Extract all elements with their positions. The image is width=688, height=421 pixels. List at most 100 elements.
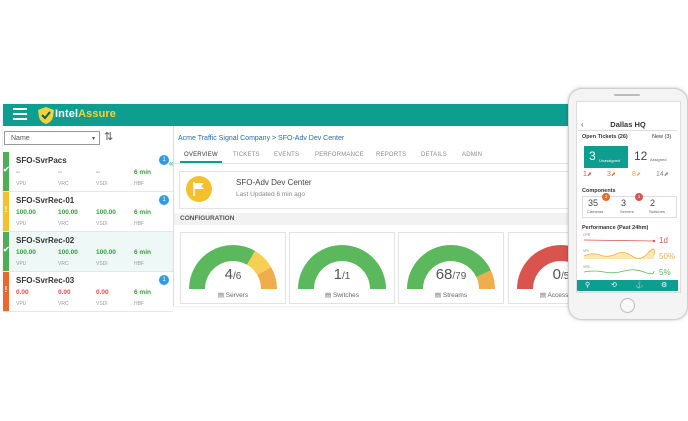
sitemap-icon[interactable]: ⚓	[635, 282, 644, 289]
performance-sparklines	[583, 239, 656, 275]
assigned-count[interactable]: 12	[634, 149, 648, 163]
gauge-card-switches[interactable]: 1/1 ▤ Switches	[289, 232, 395, 304]
metric-value: --	[16, 169, 21, 176]
metric-label: VSDI	[96, 301, 108, 307]
breadcrumb[interactable]: Acme Traffic Signal Company > SFO-Adv De…	[178, 135, 345, 142]
priority-count[interactable]: 1⬈	[583, 171, 592, 178]
priority-number: 14	[656, 171, 664, 178]
server-list-item[interactable]: ! SFO-SvrRec-01 1 100.00 100.00 100.00 6 min VP…	[3, 192, 173, 232]
metric-value: 100.00	[16, 249, 36, 256]
metric-value: 0.00	[96, 289, 109, 296]
tab-reports[interactable]: REPORTS	[376, 152, 407, 158]
priority-arrow-icon: ⬈	[663, 172, 669, 178]
perf-row-value: 1d	[659, 236, 668, 245]
gauge-card-servers[interactable]: 4/6 ▤ Servers	[180, 232, 286, 304]
tab-performance[interactable]: PERFORMANCE	[315, 152, 364, 158]
server-list-item[interactable]: ✔ SFO-SvrRec-02 100.00 100.00 100.00 6 min VPU…	[3, 232, 173, 272]
hamburger-menu-icon[interactable]	[13, 108, 27, 120]
priority-count[interactable]: 8⬈	[632, 171, 641, 178]
metric-label: VPU	[16, 181, 27, 187]
gauge-value: 68/79	[399, 266, 503, 283]
server-list-item[interactable]: ✔ SFO-SvrPacs 1 -- -- -- 6 min VPU VRC VSDI HBF	[3, 152, 173, 192]
metric-label: VRC	[58, 221, 69, 227]
component-alert-badge: 1	[635, 193, 643, 201]
metric-label: HBF	[134, 301, 144, 307]
components-box	[582, 196, 677, 218]
site-last-updated: Last Updated 6 min ago	[236, 191, 306, 198]
server-name: SFO-SvrRec-03	[16, 276, 75, 285]
component-label: Cameras	[587, 209, 604, 214]
tabs-divider	[174, 163, 594, 164]
component-count[interactable]: 3	[621, 198, 627, 208]
collapse-panel-icon[interactable]: «	[169, 159, 174, 168]
metric-label: HBF	[134, 221, 144, 227]
server-icon: ▤	[217, 292, 226, 299]
priority-arrow-icon: ⬈	[586, 172, 592, 178]
metric-value: 0.00	[16, 289, 29, 296]
tab-events[interactable]: EVENTS	[274, 152, 300, 158]
unassigned-label: Unassigned	[599, 158, 621, 163]
sort-order-icon[interactable]: ⇅	[104, 131, 114, 143]
check-icon: ✔	[3, 165, 10, 174]
flag-icon	[193, 182, 204, 196]
priority-number: 1	[583, 171, 587, 178]
warning-icon: !	[4, 285, 8, 294]
back-icon[interactable]: ‹	[581, 120, 584, 129]
component-count[interactable]: 2	[650, 198, 656, 208]
configuration-label: CONFIGURATION	[180, 215, 235, 222]
priority-count[interactable]: 3⬈	[607, 171, 616, 178]
gauge-count: 1	[333, 266, 342, 283]
access-icon: ▤	[539, 292, 548, 299]
unassigned-tile[interactable]: 3 Unassigned	[584, 146, 628, 168]
refresh-icon[interactable]: ⟲	[611, 282, 617, 289]
gauge-count: 4	[224, 266, 233, 283]
gauge-segment	[257, 267, 277, 289]
gauge-total: /5	[561, 271, 570, 282]
settings-gear-icon[interactable]: ⚙	[661, 282, 668, 289]
metric-value: 0.00	[58, 289, 71, 296]
gauge-value: 1/1	[290, 266, 394, 283]
metric-label: VSDI	[96, 261, 108, 267]
server-name: SFO-SvrPacs	[16, 156, 67, 165]
gauge-card-streams[interactable]: 68/79 ▤ Streams	[398, 232, 504, 304]
component-alert-badge: 3	[602, 193, 610, 201]
site-name: SFO-Adv Dev Center	[236, 178, 312, 187]
assigned-label: Assigned	[650, 157, 667, 162]
gauge-total: /1	[342, 271, 351, 282]
gauge-label-text: Servers	[225, 292, 249, 299]
sort-select-value: Name	[11, 135, 30, 142]
gauge-label-text: Streams	[442, 292, 468, 299]
metric-label: VPU	[16, 301, 27, 307]
metric-label: VSDI	[96, 221, 108, 227]
check-icon: ✔	[3, 245, 10, 254]
tab-tickets[interactable]: TICKETS	[233, 152, 260, 158]
gauge-segment	[189, 245, 256, 289]
tab-details[interactable]: DETAILS	[421, 152, 447, 158]
metric-value: 6 min	[134, 169, 151, 176]
active-tab-indicator	[180, 161, 222, 163]
location-pin-icon[interactable]: ⚲	[585, 282, 591, 289]
priority-arrow-icon: ⬈	[635, 172, 641, 178]
component-count[interactable]: 35	[588, 198, 599, 208]
metric-label: VPU	[16, 261, 27, 267]
server-name: SFO-SvrRec-02	[16, 236, 75, 245]
perf-row-label: VRC	[583, 265, 591, 269]
tab-admin[interactable]: ADMIN	[462, 152, 483, 158]
tab-overview[interactable]: OVERVIEW	[184, 152, 218, 158]
vpi-area	[584, 248, 655, 259]
metric-label: VRC	[58, 261, 69, 267]
gauge-segment	[247, 250, 272, 276]
metric-value: --	[96, 169, 101, 176]
phone-bottom-nav: ⚲ ⟲ ⚓ ⚙	[577, 280, 678, 291]
metric-value: 100.00	[58, 209, 78, 216]
server-list-item[interactable]: ! SFO-SvrRec-03 1 0.00 0.00 0.00 6 min VPU VRC VS…	[3, 272, 173, 312]
metric-value: 100.00	[16, 209, 36, 216]
top-bar: IntelAssure	[3, 104, 601, 126]
priority-count[interactable]: 14⬈	[656, 171, 669, 178]
phone-home-button[interactable]	[620, 298, 635, 313]
sort-select[interactable]: Name ▾	[4, 131, 100, 145]
priority-arrow-icon: ⬈	[610, 172, 616, 178]
gauge-label: ▤ Servers	[181, 291, 285, 299]
gauge-arc	[407, 245, 495, 289]
new-tickets-label[interactable]: New (3)	[652, 134, 672, 140]
